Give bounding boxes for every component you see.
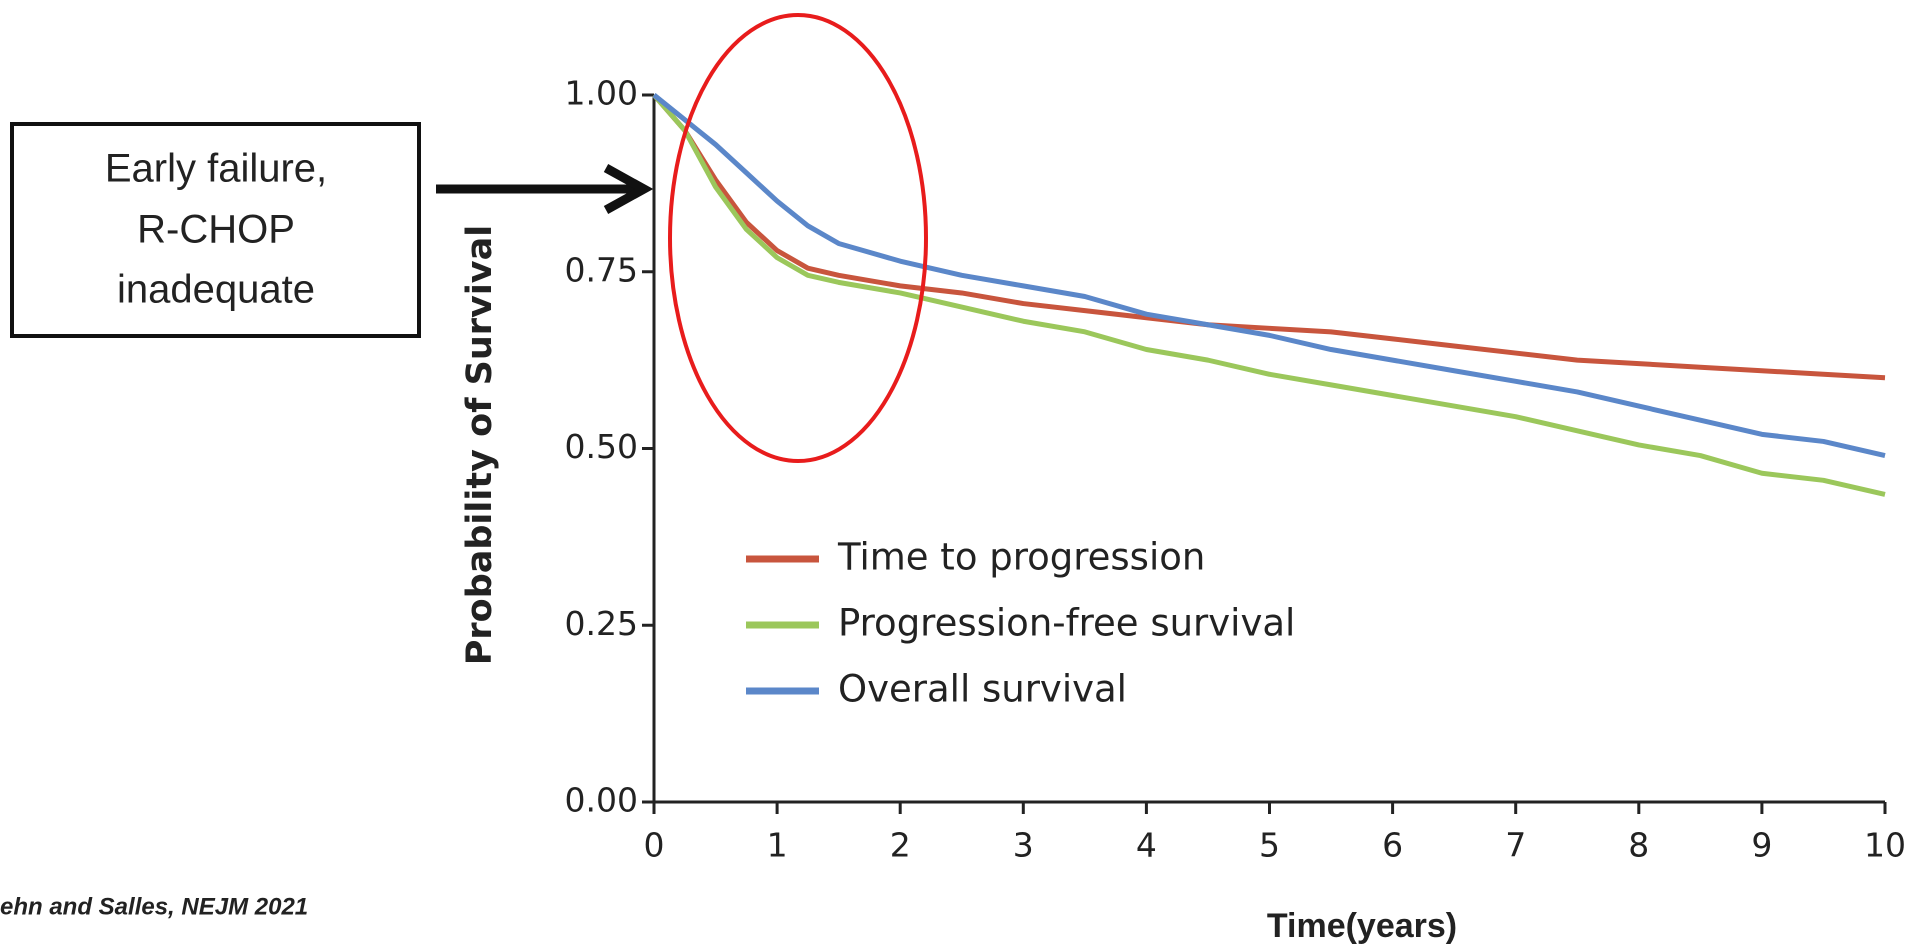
x-tick-label: 8 bbox=[1628, 826, 1649, 865]
x-tick-label: 10 bbox=[1864, 826, 1906, 865]
x-axis-label: Time(years) bbox=[1267, 907, 1457, 945]
source: ehn and Salles, NEJM 2021 bbox=[0, 893, 308, 920]
legend-label: Time to progression bbox=[837, 536, 1205, 579]
x-tick-label: 5 bbox=[1259, 826, 1280, 865]
x-tick-label: 6 bbox=[1382, 826, 1403, 865]
x-tick-label: 7 bbox=[1505, 826, 1526, 865]
x-tick-label: 0 bbox=[644, 826, 665, 865]
series-line bbox=[652, 93, 1886, 497]
y-tick-label: 0.25 bbox=[565, 604, 638, 643]
annotation-text: Early failure, bbox=[105, 147, 327, 191]
arrow-head bbox=[603, 164, 654, 214]
annotation-box bbox=[10, 122, 421, 338]
y-tick-label: 1.00 bbox=[565, 74, 638, 113]
y-tick-label: 0.50 bbox=[565, 427, 638, 466]
annotation-text: inadequate bbox=[117, 268, 315, 312]
x-tick-label: 2 bbox=[890, 826, 911, 865]
y-tick-label: 0.00 bbox=[565, 781, 638, 820]
series-line bbox=[652, 93, 1886, 459]
x-tick-label: 4 bbox=[1136, 826, 1157, 865]
x-tick-label: 9 bbox=[1751, 826, 1772, 865]
y-tick-label: 0.75 bbox=[565, 250, 638, 289]
x-tick-label: 1 bbox=[767, 826, 788, 865]
highlight-ellipse bbox=[668, 13, 928, 463]
y-axis-label: Probability of Survival bbox=[460, 225, 500, 666]
annotation-text: R-CHOP bbox=[137, 208, 295, 252]
legend-label: Overall survival bbox=[838, 668, 1127, 711]
legend-label: Progression-free survival bbox=[838, 602, 1295, 645]
x-tick-label: 3 bbox=[1013, 826, 1034, 865]
